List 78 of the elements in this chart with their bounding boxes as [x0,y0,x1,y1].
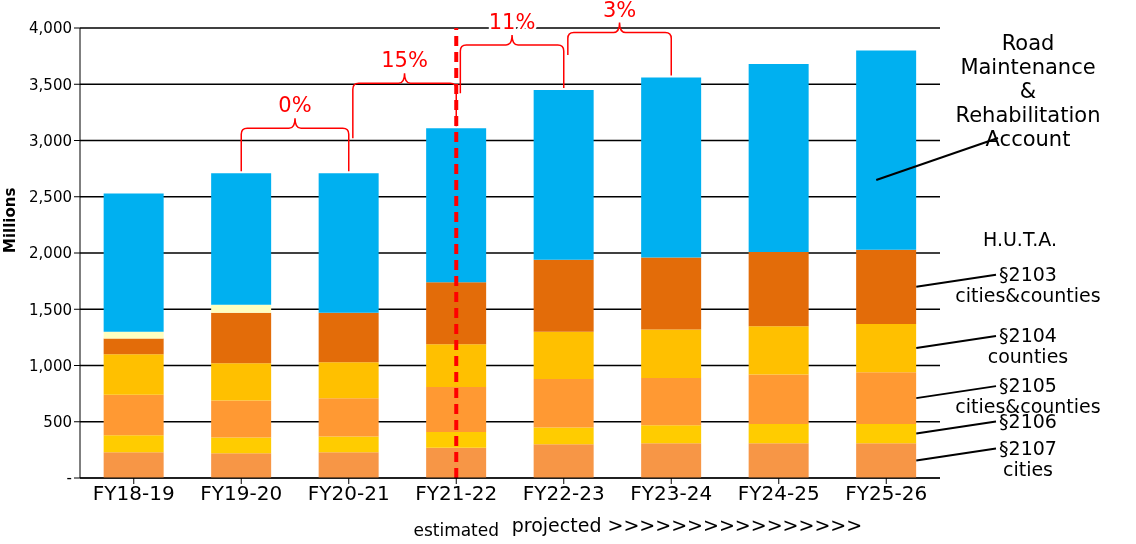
annotation: 0% [278,93,312,118]
bar [211,304,272,313]
bar [103,338,164,355]
bar [856,443,917,478]
y-tick-label: 2,500 [29,188,72,207]
bar [426,447,487,478]
y-axis-title: Millions [1,187,20,253]
bar [533,379,594,428]
y-tick-label: 2,000 [29,244,72,263]
bar [856,323,917,373]
bar [318,452,379,478]
y-tick-label: 4,000 [29,19,72,38]
text: §2107 cities [999,436,1057,480]
y-tick-label: - [66,469,72,488]
x-tick-label: FY22-23 [522,481,605,506]
y-tick-label: 500 [43,413,72,432]
x-tick-label: FY20-21 [307,481,390,506]
bar [856,50,917,250]
bar [318,173,379,313]
bar [856,249,917,324]
bar [856,372,917,424]
text: projected >>>>>>>>>>>>>>>> [511,514,863,536]
y-tick-label: 3,500 [29,75,72,94]
bar [641,443,702,478]
bar [103,193,164,332]
x-tick-label: FY24-25 [737,481,820,506]
bar [318,398,379,437]
bar [533,444,594,478]
bar [103,354,164,395]
x-tick-label: FY25-26 [845,481,928,506]
text: §2104 counties [987,324,1069,368]
bar [641,329,702,378]
bar [211,173,272,305]
text: estimated [413,520,500,540]
bar [533,89,594,260]
bar [426,431,487,448]
bar [641,425,702,444]
bar [211,363,272,401]
bar [426,282,487,345]
bar [103,331,164,339]
x-tick-label: FY18-19 [92,481,175,506]
bar [533,259,594,332]
x-tick-label: FY19-20 [200,481,283,506]
y-tick-label: 3,000 [29,131,72,150]
text: §2103 cities&counties [955,262,1101,306]
bar [748,443,809,478]
bar [856,424,917,444]
x-tick-label: FY23-24 [630,481,713,506]
bar [426,344,487,387]
bar [641,257,702,330]
bar [641,377,702,426]
bar [748,424,809,444]
bar [211,312,272,364]
series-label: Road Maintenance & Rehabilitation Account [955,31,1101,151]
bar [103,452,164,478]
bar [211,453,272,478]
bar [318,362,379,399]
bar [103,435,164,453]
bar [533,427,594,445]
bar [748,251,809,327]
bar [318,312,379,363]
text: H.U.T.A. [982,227,1058,250]
text: 3% [602,0,637,22]
bar [426,128,487,283]
y-tick-label: 1,000 [29,356,72,375]
annotation: 15% [381,48,428,73]
y-tick-label: 1,500 [29,300,72,319]
bar [426,386,487,432]
bar [748,64,809,252]
bar [748,374,809,424]
bar [211,437,272,454]
bar [533,331,594,379]
bar [211,400,272,438]
bar [318,436,379,453]
x-tick-label: FY21-22 [415,481,498,506]
bar [103,394,164,436]
bar [748,326,809,375]
bar [641,77,702,258]
